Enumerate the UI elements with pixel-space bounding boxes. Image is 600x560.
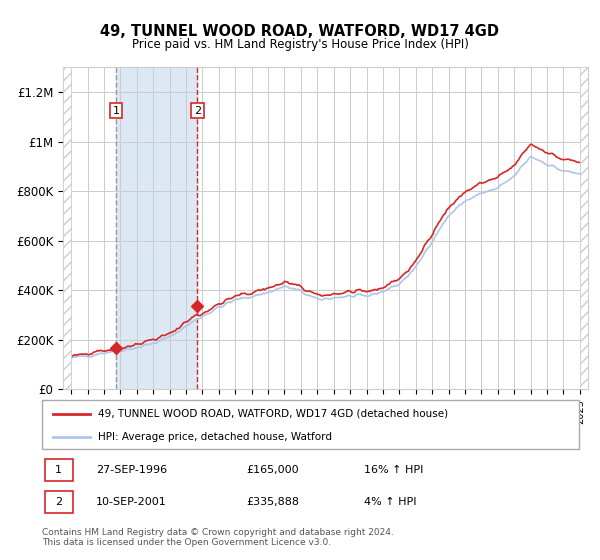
Text: 49, TUNNEL WOOD ROAD, WATFORD, WD17 4GD: 49, TUNNEL WOOD ROAD, WATFORD, WD17 4GD [101,24,499,39]
Text: 2: 2 [194,106,201,116]
Text: Contains HM Land Registry data © Crown copyright and database right 2024.
This d: Contains HM Land Registry data © Crown c… [42,528,394,547]
Text: Price paid vs. HM Land Registry's House Price Index (HPI): Price paid vs. HM Land Registry's House … [131,38,469,51]
FancyBboxPatch shape [42,400,579,449]
Text: 49, TUNNEL WOOD ROAD, WATFORD, WD17 4GD (detached house): 49, TUNNEL WOOD ROAD, WATFORD, WD17 4GD … [98,409,449,419]
Text: 1: 1 [55,465,62,475]
FancyBboxPatch shape [44,459,73,480]
Bar [580,67,588,389]
FancyBboxPatch shape [44,491,73,513]
Text: 10-SEP-2001: 10-SEP-2001 [96,497,166,507]
Text: 2: 2 [55,497,62,507]
Bar [63,67,71,389]
Text: 4% ↑ HPI: 4% ↑ HPI [364,497,416,507]
Text: £335,888: £335,888 [246,497,299,507]
Bar [116,67,197,389]
Text: HPI: Average price, detached house, Watford: HPI: Average price, detached house, Watf… [98,432,332,442]
Text: 27-SEP-1996: 27-SEP-1996 [96,465,167,475]
Text: 1: 1 [113,106,119,116]
Text: £165,000: £165,000 [246,465,299,475]
Text: 16% ↑ HPI: 16% ↑ HPI [364,465,424,475]
